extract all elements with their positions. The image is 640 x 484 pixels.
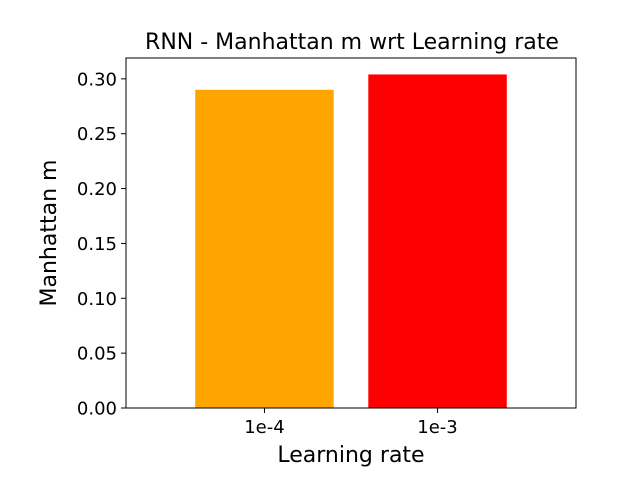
x-tick-label: 1e-4: [244, 417, 284, 438]
y-tick-label: 0.10: [77, 289, 117, 310]
x-axis-label: Learning rate: [277, 443, 424, 468]
y-axis: 0.00 0.05 0.10 0.15 0.20 0.25 0.30: [77, 69, 126, 420]
plot-frame: [125, 57, 577, 409]
y-axis-label: Manhattan m: [37, 160, 62, 307]
chart-title: RNN - Manhattan m wrt Learning rate: [145, 30, 559, 55]
y-tick-label: 0.15: [77, 234, 117, 255]
y-tick-label: 0.30: [77, 69, 117, 90]
x-tick-label: 1e-3: [417, 417, 457, 438]
bar-1e-3: [368, 74, 507, 409]
y-tick-label: 0.25: [77, 124, 117, 145]
y-tick-label: 0.05: [77, 344, 117, 365]
y-tick-label: 0.20: [77, 179, 117, 200]
x-axis: 1e-4 1e-3: [244, 408, 458, 438]
y-tick-label: 0.00: [77, 399, 117, 420]
bar-1e-4: [195, 89, 334, 409]
bars-layer: [195, 74, 507, 409]
